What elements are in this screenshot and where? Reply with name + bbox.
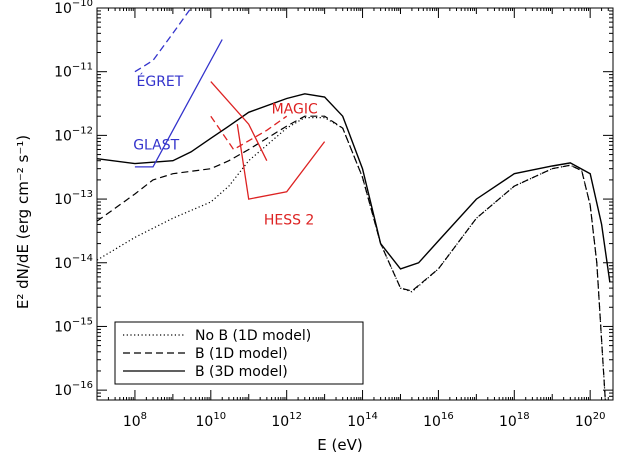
y-axis-label: E² dN/dE (erg cm⁻² s⁻¹) bbox=[14, 135, 32, 309]
x-tick-label-5: 1018 bbox=[499, 411, 530, 430]
y-tick-label-6: 10−16 bbox=[54, 380, 93, 399]
annotation-3: HESS 2 bbox=[264, 212, 315, 228]
x-tick-label-4: 1016 bbox=[423, 411, 454, 430]
legend: No B (1D model) B (1D model) B (3D model) bbox=[114, 321, 364, 385]
instrument-line-1 bbox=[134, 39, 223, 168]
y-tick-label-1: 10−11 bbox=[54, 62, 93, 81]
y-tick-label-5: 10−15 bbox=[54, 316, 93, 335]
legend-entry-2: B (3D model) bbox=[195, 364, 288, 380]
series-line-1 bbox=[97, 115, 606, 400]
instrument-line-0 bbox=[134, 8, 192, 73]
x-tick-label-0: 108 bbox=[123, 411, 147, 430]
y-tick-label-0: 10−10 bbox=[54, 0, 93, 17]
instrument-line-4 bbox=[236, 124, 326, 200]
x-axis-label: E (eV) bbox=[317, 436, 362, 454]
plot-frame bbox=[96, 7, 614, 401]
annotation-0: ÉGRET bbox=[137, 73, 184, 90]
series-line-2 bbox=[97, 93, 611, 282]
instrument-line-2 bbox=[210, 81, 268, 161]
annotation-1: GLAST bbox=[133, 138, 179, 154]
instrument-layer bbox=[134, 8, 326, 200]
annotation-layer: ÉGRET GLAST MAGIC HESS 2 bbox=[133, 73, 318, 229]
y-tick-label-4: 10−14 bbox=[54, 253, 93, 272]
series-layer bbox=[97, 93, 611, 400]
instrument-line-3 bbox=[210, 115, 288, 151]
x-tick-label-1: 1010 bbox=[196, 411, 227, 430]
tick-layer: 108 1010 1012 1014 1016 1018 1020 10−10 10−11 10−… bbox=[54, 0, 614, 430]
y-tick-label-3: 10−13 bbox=[54, 189, 93, 208]
annotation-2: MAGIC bbox=[272, 102, 318, 118]
x-tick-label-2: 1012 bbox=[271, 411, 302, 430]
legend-entry-1: B (1D model) bbox=[195, 346, 288, 362]
plot-border bbox=[96, 7, 614, 401]
x-tick-label-3: 1014 bbox=[347, 411, 378, 430]
x-tick-label-6: 1020 bbox=[575, 411, 606, 430]
legend-entry-0: No B (1D model) bbox=[195, 328, 311, 344]
y-tick-label-2: 10−12 bbox=[54, 125, 93, 144]
